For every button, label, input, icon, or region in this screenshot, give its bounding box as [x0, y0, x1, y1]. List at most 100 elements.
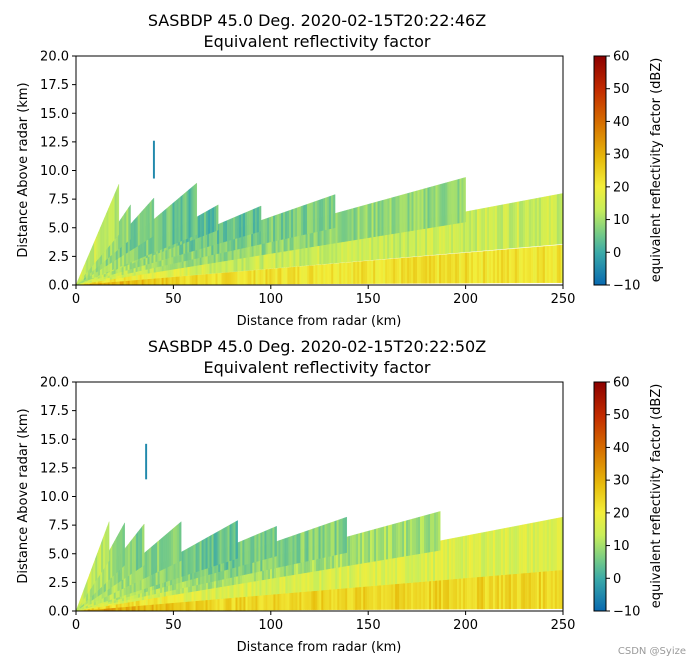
- reflectivity-cell: [354, 534, 357, 565]
- reflectivity-cell: [419, 581, 422, 610]
- reflectivity-cell: [332, 520, 335, 556]
- reflectivity-cell: [554, 194, 558, 245]
- reflectivity-cell: [476, 208, 480, 252]
- reflectivity-cell: [494, 205, 498, 250]
- reflectivity-cell: [538, 197, 542, 247]
- reflectivity-cell: [170, 203, 173, 246]
- reflectivity-cell: [390, 524, 393, 559]
- reflectivity-cell: [319, 264, 322, 285]
- reflectivity-cell: [232, 216, 236, 240]
- reflectivity-cell: [387, 258, 390, 284]
- reflectivity-cell: [153, 543, 156, 575]
- reflectivity-cell: [316, 526, 319, 560]
- reflectivity-cell: [552, 570, 556, 609]
- reflectivity-cell: [457, 536, 460, 579]
- reflectivity-cell: [465, 577, 468, 610]
- reflectivity-cell: [528, 199, 532, 247]
- reflectivity-cell: [177, 602, 180, 611]
- reflectivity-cell: [399, 583, 402, 610]
- reflectivity-cell: [281, 212, 284, 240]
- reflectivity-cell: [467, 577, 470, 610]
- reflectivity-cell: [247, 596, 250, 611]
- reflectivity-cell: [447, 579, 450, 610]
- reflectivity-cell: [185, 275, 188, 285]
- reflectivity-cell: [211, 599, 214, 611]
- reflectivity-cell: [167, 531, 170, 568]
- reflectivity-cell: [271, 594, 274, 611]
- reflectivity-cell: [203, 599, 206, 611]
- reflectivity-cell: [518, 573, 522, 610]
- reflectivity-cell: [404, 520, 407, 557]
- reflectivity-cell: [500, 574, 504, 610]
- x-tick-label: 250: [551, 292, 576, 307]
- reflectivity-cell: [490, 530, 494, 577]
- reflectivity-cell: [143, 604, 147, 611]
- reflectivity-cell: [287, 592, 290, 611]
- reflectivity-cell: [382, 526, 385, 561]
- reflectivity-cell: [520, 572, 524, 610]
- reflectivity-cell: [193, 600, 196, 611]
- reflectivity-cell: [379, 259, 382, 284]
- reflectivity-cell: [259, 269, 262, 285]
- reflectivity-cell: [351, 587, 354, 610]
- reflectivity-cell: [534, 198, 538, 247]
- reflectivity-cell: [443, 254, 446, 284]
- reflectivity-cell: [326, 196, 330, 230]
- reflectivity-cell: [157, 539, 160, 573]
- reflectivity-cell: [81, 265, 85, 279]
- reflectivity-cell: [401, 194, 404, 233]
- reflectivity-cell: [514, 201, 518, 249]
- reflectivity-cell: [174, 199, 177, 245]
- reflectivity-cell: [139, 279, 143, 285]
- reflectivity-cell: [530, 247, 534, 284]
- reflectivity-cell: [92, 241, 95, 267]
- reflectivity-cell: [237, 271, 240, 285]
- reflectivity-cell: [195, 542, 198, 573]
- reflectivity-cell: [492, 205, 496, 250]
- reflectivity-cell: [339, 262, 342, 284]
- reflectivity-cell: [542, 246, 546, 284]
- reflectivity-cell: [316, 199, 320, 232]
- reflectivity-cell: [431, 185, 434, 228]
- reflectivity-cell: [512, 526, 516, 575]
- reflectivity-cell: [267, 268, 270, 285]
- reflectivity-cell: [107, 281, 111, 285]
- reflectivity-cell: [384, 525, 387, 560]
- reflectivity-cell: [331, 588, 334, 611]
- reflectivity-cell: [109, 607, 113, 611]
- reflectivity-cell: [178, 196, 181, 243]
- reflectivity-cell: [291, 208, 294, 238]
- reflectivity-cell: [299, 591, 302, 611]
- reflectivity-cell: [311, 590, 314, 611]
- reflectivity-cell: [476, 251, 480, 284]
- reflectivity-cell: [323, 589, 326, 611]
- reflectivity-cell: [465, 535, 468, 579]
- reflectivity-cell: [512, 202, 516, 249]
- sweep-0: [76, 244, 563, 285]
- reflectivity-cell: [406, 519, 409, 557]
- colorbar-tick-label: 30: [613, 148, 630, 163]
- reflectivity-cell: [135, 279, 139, 285]
- reflectivity-cell: [492, 250, 496, 284]
- reflectivity-cell: [139, 605, 143, 611]
- reflectivity-cell: [522, 524, 526, 574]
- reflectivity-cell: [375, 585, 378, 610]
- reflectivity-cell: [480, 208, 484, 251]
- reflectivity-cell: [199, 213, 203, 238]
- reflectivity-cell: [421, 581, 424, 610]
- reflectivity-cell: [367, 203, 370, 239]
- reflectivity-cell: [325, 264, 328, 285]
- reflectivity-cell: [355, 261, 358, 284]
- reflectivity-cell: [321, 264, 324, 285]
- reflectivity-cell: [334, 520, 337, 556]
- reflectivity-cell: [532, 198, 536, 247]
- reflectivity-cell: [98, 227, 101, 260]
- reflectivity-cell: [455, 537, 458, 580]
- reflectivity-cell: [427, 187, 430, 229]
- reflectivity-cell: [177, 276, 180, 285]
- reflectivity-cell: [429, 580, 432, 610]
- reflectivity-cell: [159, 277, 163, 285]
- reflectivity-cell: [457, 578, 460, 610]
- reflectivity-cell: [385, 198, 388, 236]
- reflectivity-cell: [151, 278, 155, 285]
